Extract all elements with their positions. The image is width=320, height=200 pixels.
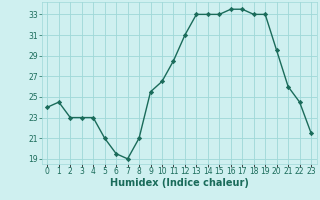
- X-axis label: Humidex (Indice chaleur): Humidex (Indice chaleur): [110, 178, 249, 188]
